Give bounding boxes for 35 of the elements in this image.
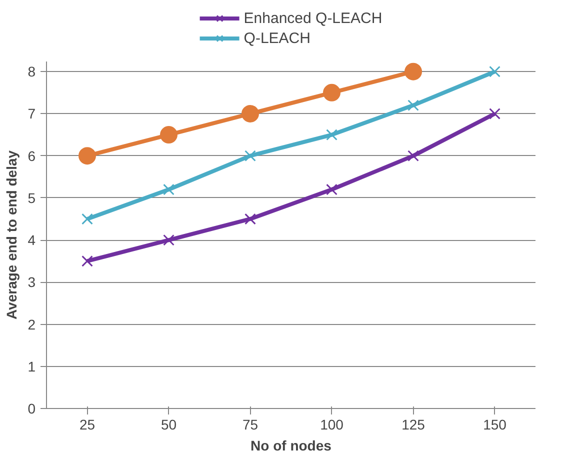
y-tick-label: 4 xyxy=(28,232,36,248)
y-tick-label: 0 xyxy=(28,400,36,416)
x-tick-label: 150 xyxy=(483,416,507,432)
point xyxy=(489,108,500,120)
x-tick-label: 25 xyxy=(79,416,96,432)
y-tick-label: 5 xyxy=(28,190,36,206)
point xyxy=(326,129,338,140)
y-tick-label: 8 xyxy=(28,64,36,80)
point xyxy=(242,104,259,122)
y-tick-label: 3 xyxy=(28,274,36,290)
y-axis-title: Average end to end delay xyxy=(4,150,20,320)
y-tick-label: 7 xyxy=(28,106,36,122)
point xyxy=(160,126,178,144)
point xyxy=(78,147,96,165)
point xyxy=(323,84,340,102)
x-tick-label: 100 xyxy=(320,416,344,432)
y-tick-label: 1 xyxy=(28,358,36,374)
point xyxy=(163,184,174,196)
point xyxy=(82,255,93,267)
point xyxy=(244,213,256,225)
point xyxy=(404,62,422,80)
x-axis-title: No of nodes xyxy=(250,438,332,454)
legend-label: Q-LEACH xyxy=(244,30,310,46)
point xyxy=(326,184,338,196)
point xyxy=(408,100,419,111)
x-tick-label: 75 xyxy=(242,416,258,432)
x-tick-label: 50 xyxy=(160,416,177,432)
point xyxy=(489,66,500,78)
point xyxy=(163,234,174,246)
y-tick-label: 2 xyxy=(28,316,36,332)
point xyxy=(82,213,93,225)
legend-label: Enhanced Q-LEACH xyxy=(244,10,382,26)
point xyxy=(244,150,256,162)
x-tick-label: 125 xyxy=(402,416,426,432)
y-tick-label: 6 xyxy=(28,148,36,164)
